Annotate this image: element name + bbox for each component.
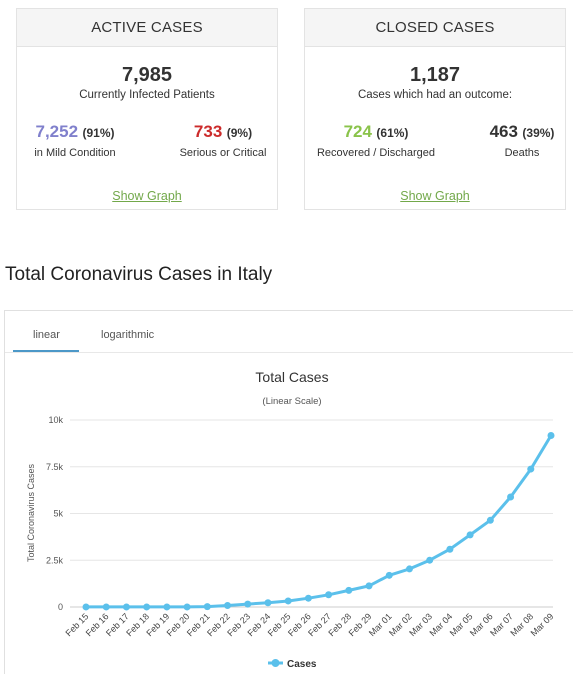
mild-pct: (91%): [82, 126, 115, 140]
tab-linear[interactable]: linear: [33, 329, 60, 341]
serious-value: 733: [193, 122, 223, 141]
closed-cases-total: 1,187: [409, 64, 461, 86]
active-cases-total: 7,985: [121, 64, 173, 86]
deaths-stat: 463 (39%) Deaths: [481, 122, 563, 159]
deaths-pct: (39%): [522, 126, 555, 140]
serious-condition-stat: 733 (9%) Serious or Critical: [167, 122, 279, 159]
deaths-value: 463: [489, 122, 518, 141]
tab-logarithmic[interactable]: logarithmic: [101, 329, 155, 341]
active-cases-header: ACTIVE CASES: [17, 9, 277, 47]
active-cases-panel: ACTIVE CASES 7,985 Currently Infected Pa…: [16, 8, 278, 210]
closed-show-graph-link[interactable]: Show Graph: [400, 189, 470, 203]
chart-container: linear logarithmic: [4, 310, 573, 674]
deaths-label: Deaths: [504, 147, 540, 159]
closed-cases-total-label: Cases which had an outcome:: [357, 89, 513, 101]
serious-pct: (9%): [226, 126, 253, 140]
serious-label: Serious or Critical: [179, 147, 267, 159]
mild-condition-stat: 7,252 (91%) in Mild Condition: [17, 122, 133, 159]
closed-cases-header: CLOSED CASES: [305, 9, 565, 47]
mild-value: 7,252: [35, 122, 79, 141]
closed-cases-panel: CLOSED CASES 1,187 Cases which had an ou…: [304, 8, 566, 210]
section-title: Total Coronavirus Cases in Italy: [5, 264, 273, 285]
active-cases-total-label: Currently Infected Patients: [79, 89, 215, 101]
recovered-stat: 724 (61%) Recovered / Discharged: [311, 122, 441, 159]
recovered-pct: (61%): [376, 126, 409, 140]
recovered-label: Recovered / Discharged: [316, 147, 435, 159]
mild-label: in Mild Condition: [34, 147, 116, 159]
active-show-graph-link[interactable]: Show Graph: [112, 189, 182, 203]
recovered-value: 724: [343, 122, 372, 141]
active-tab-indicator: [13, 350, 79, 352]
chart-tabs: linear logarithmic: [5, 311, 573, 353]
